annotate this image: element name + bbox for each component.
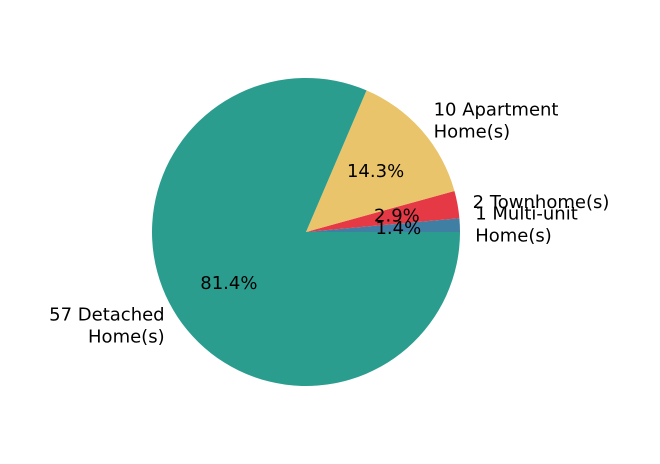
- slice-label-3: 57 Detached Home(s): [49, 304, 164, 347]
- pie-slice-1: [306, 191, 460, 232]
- slice-percent-1: 2.9%: [374, 206, 420, 227]
- slice-label-line: 57 Detached: [49, 304, 164, 325]
- pie-slice-3: [152, 78, 461, 387]
- slice-label-0: 1 Multi-unit Home(s): [475, 203, 578, 246]
- slice-label-line: Home(s): [88, 326, 165, 347]
- slice-label-line: 2 Townhome(s): [473, 192, 610, 213]
- pie-labels: 1 Multi-unit Home(s)1.4%2 Townhome(s)2.9%…: [49, 100, 609, 348]
- slice-percent-2: 14.3%: [347, 161, 404, 182]
- pie-slices: [152, 78, 461, 387]
- slice-label-2: 10 Apartment Home(s): [434, 100, 559, 143]
- slice-label-line: 1 Multi-unit: [475, 203, 578, 224]
- slice-label-line: Home(s): [475, 225, 552, 246]
- slice-label-line: 10 Apartment: [434, 100, 559, 121]
- slice-percent-3: 81.4%: [200, 273, 257, 294]
- slice-label-1: 2 Townhome(s): [473, 192, 610, 213]
- slice-percent-0: 1.4%: [375, 218, 421, 239]
- slice-label-line: Home(s): [434, 122, 511, 143]
- pie-slice-0: [306, 218, 461, 232]
- pie-slice-2: [306, 90, 455, 232]
